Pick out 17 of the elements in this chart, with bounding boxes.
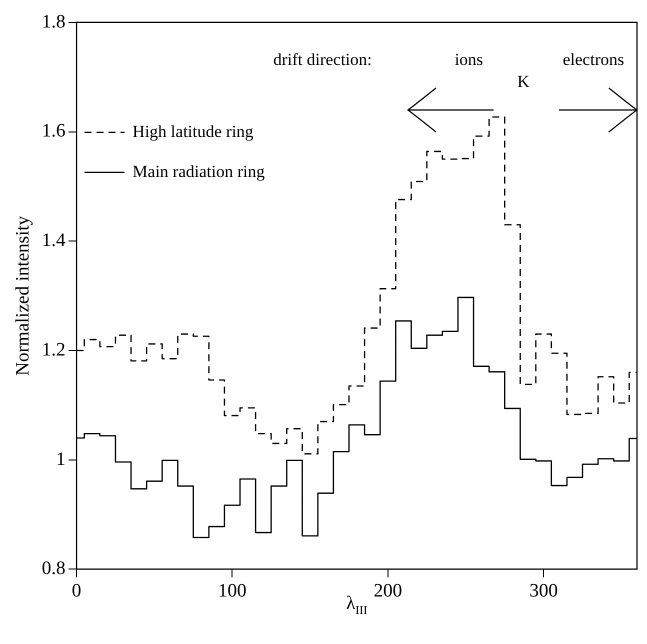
y-tick-label: 1.6 [42, 120, 66, 142]
annotation: K [517, 72, 530, 92]
y-tick-label: 1.8 [42, 11, 66, 32]
x-tick-label: 100 [218, 580, 246, 602]
legend-label: High latitude ring [132, 122, 254, 141]
annotation: drift direction: [273, 50, 372, 70]
x-tick-label: 300 [529, 580, 558, 602]
legend-label: Main radiation ring [132, 162, 266, 181]
x-tick-label: 200 [374, 580, 402, 602]
y-tick-label: 1.2 [42, 339, 66, 360]
y-tick-label: 1 [56, 448, 66, 470]
annotation: electrons [562, 50, 624, 70]
y-axis-title: Normalized intensity [12, 215, 34, 376]
y-tick-label: 1.4 [42, 230, 66, 252]
annotation: ions [454, 50, 484, 70]
x-tick-label: 0 [72, 580, 82, 602]
y-tick-label: 0.8 [42, 558, 66, 580]
